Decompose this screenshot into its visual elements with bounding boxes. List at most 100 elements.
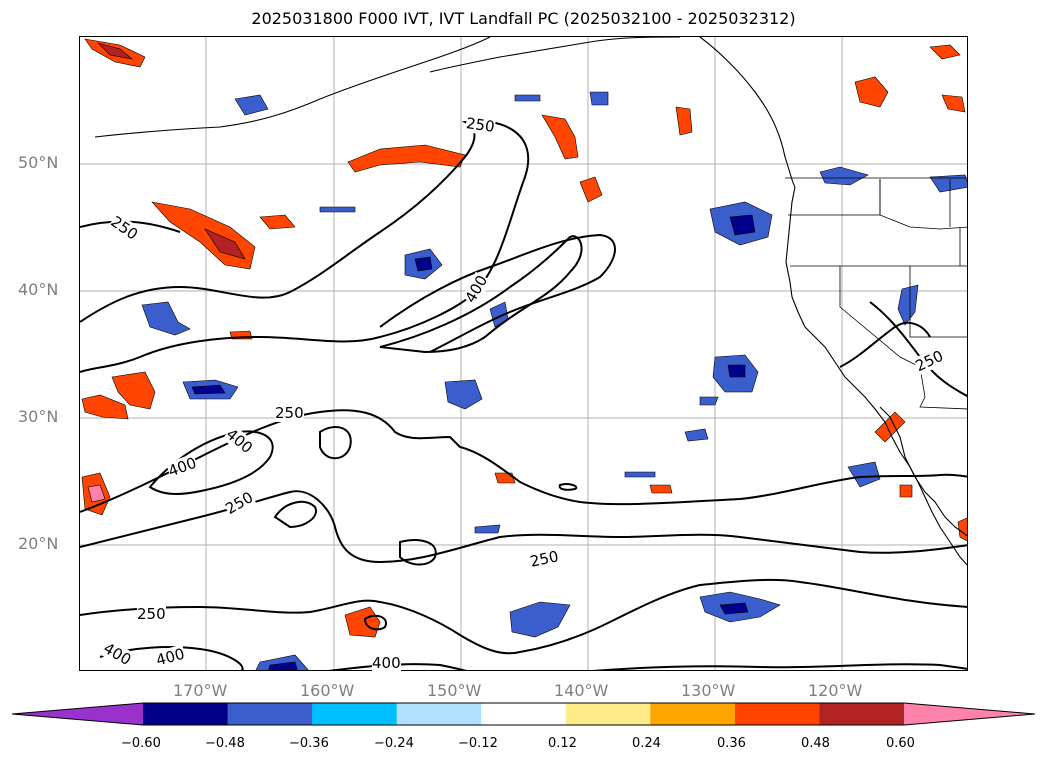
neg-blob bbox=[414, 256, 433, 272]
pos-blob bbox=[87, 484, 106, 503]
pos-blob bbox=[204, 228, 246, 260]
map-canvas bbox=[80, 37, 967, 670]
pos-blob bbox=[899, 484, 913, 498]
contour-400-band bbox=[379, 235, 583, 354]
lon-label-130: 130°W bbox=[681, 681, 736, 700]
neg-blob bbox=[727, 364, 746, 378]
pos-blob bbox=[941, 94, 966, 113]
colorbar-tick: 0.36 bbox=[717, 736, 746, 751]
colorbar-tick: 0.24 bbox=[632, 736, 661, 751]
pos-blob bbox=[347, 144, 466, 173]
pos-blob bbox=[541, 114, 579, 160]
colorbar bbox=[11, 702, 1036, 726]
neg-blob bbox=[509, 601, 571, 638]
bc-coast bbox=[699, 37, 796, 188]
pos-blob bbox=[854, 76, 889, 108]
contour-400-mid bbox=[148, 430, 274, 495]
colorbar-segment bbox=[819, 703, 905, 725]
colorbar-tick: 0.48 bbox=[801, 736, 830, 751]
pos-blob bbox=[96, 42, 134, 60]
pos-blob bbox=[111, 371, 156, 410]
ca-nv-border bbox=[839, 266, 921, 368]
pos-blob bbox=[675, 106, 693, 136]
neg-blob bbox=[474, 524, 501, 534]
baja-coast bbox=[879, 406, 967, 537]
lat-label-40: 40°N bbox=[18, 280, 59, 299]
contour-250-south2 bbox=[80, 490, 967, 564]
contour-250-islands bbox=[273, 426, 437, 566]
colorbar-segment bbox=[565, 703, 651, 725]
map-title: 2025031800 F000 IVT, IVT Landfall PC (20… bbox=[251, 9, 796, 28]
map-plot-area bbox=[79, 36, 968, 671]
contour-small-1 bbox=[558, 483, 578, 491]
colorbar-outline bbox=[11, 702, 1036, 726]
colorbar-tick: −0.12 bbox=[458, 736, 498, 751]
colorbar-segment bbox=[396, 703, 482, 725]
neg-blob bbox=[319, 206, 356, 213]
lon-label-150: 150°W bbox=[427, 681, 482, 700]
neg-blob bbox=[624, 471, 656, 478]
contour-label: 250 bbox=[137, 605, 166, 623]
pos-blob bbox=[259, 214, 296, 230]
colorbar-tick: 0.12 bbox=[548, 736, 577, 751]
alaska-coast-2 bbox=[429, 37, 681, 73]
negative-anomalies bbox=[141, 91, 967, 670]
neg-blob bbox=[268, 661, 298, 670]
colorbar-segment bbox=[734, 703, 820, 725]
contour-250-inner bbox=[379, 233, 616, 353]
nv-border bbox=[909, 266, 967, 338]
pos-blob bbox=[579, 176, 603, 203]
neg-blob bbox=[514, 94, 541, 102]
neg-blob bbox=[234, 94, 269, 116]
colorbar-segment bbox=[650, 703, 736, 725]
pos-blob bbox=[929, 44, 961, 60]
contour-label: 250 bbox=[464, 114, 496, 136]
neg-blob bbox=[729, 214, 756, 236]
pos-blob bbox=[151, 201, 256, 270]
neg-blob bbox=[699, 396, 719, 406]
neg-blob bbox=[141, 301, 191, 336]
contour-small-2 bbox=[363, 614, 387, 631]
contour-label: 400 bbox=[372, 654, 401, 672]
lon-label-160: 160°W bbox=[300, 681, 355, 700]
political-borders bbox=[785, 177, 967, 410]
colorbar-tick: −0.48 bbox=[205, 736, 245, 751]
neg-blob bbox=[684, 428, 709, 442]
lat-label-50: 50°N bbox=[18, 153, 59, 172]
lon-label-140: 140°W bbox=[554, 681, 609, 700]
coastlines bbox=[94, 37, 967, 566]
pos-blob bbox=[874, 411, 906, 443]
pos-blob bbox=[957, 517, 967, 542]
alaska-coast bbox=[94, 37, 491, 138]
neg-blob bbox=[719, 602, 749, 615]
lon-label-120: 120°W bbox=[808, 681, 863, 700]
neg-blob bbox=[819, 166, 869, 186]
colorbar-tick: −0.60 bbox=[121, 736, 161, 751]
colorbar-segment bbox=[227, 703, 313, 725]
pos-blob bbox=[494, 472, 516, 484]
contour-250-main bbox=[80, 120, 530, 373]
neg-blob bbox=[847, 461, 881, 488]
colorbar-tick: −0.36 bbox=[289, 736, 329, 751]
colorbar-extend-max bbox=[904, 703, 1035, 725]
pos-blob bbox=[344, 606, 381, 638]
colorbar-segments bbox=[12, 703, 1035, 725]
colorbar-segment bbox=[481, 703, 567, 725]
us-west-coast bbox=[785, 186, 967, 566]
positive-anomalies bbox=[81, 38, 967, 638]
contour-400-bottom bbox=[99, 646, 967, 670]
lon-label-170: 170°W bbox=[173, 681, 228, 700]
pos-blob bbox=[81, 394, 129, 420]
colorbar-segment bbox=[143, 703, 229, 725]
lat-label-20: 20°N bbox=[18, 534, 59, 553]
colorbar-tick: −0.24 bbox=[374, 736, 414, 751]
neg-blob bbox=[929, 174, 967, 193]
pos-blob bbox=[649, 484, 673, 494]
contour-250-south bbox=[80, 409, 967, 513]
wa-or-border bbox=[788, 179, 881, 216]
neg-blob bbox=[191, 384, 226, 395]
contour-250-bottom bbox=[80, 578, 967, 655]
lat-label-30: 30°N bbox=[18, 407, 59, 426]
az-border bbox=[919, 366, 967, 410]
neg-blob bbox=[444, 379, 483, 410]
